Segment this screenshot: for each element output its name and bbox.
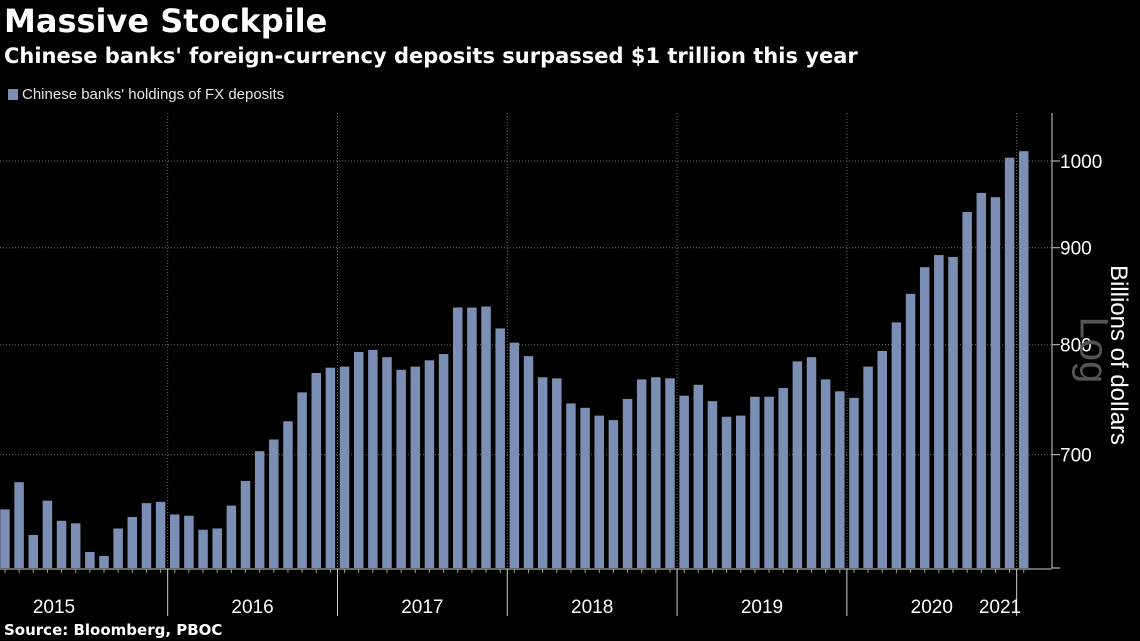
bar [849, 397, 859, 568]
bar [509, 342, 520, 568]
bar [113, 528, 123, 568]
bar [806, 357, 817, 568]
bar [948, 256, 958, 568]
bar [792, 361, 803, 568]
bar [919, 267, 930, 568]
bar [495, 328, 505, 568]
bar [170, 514, 180, 568]
bar [962, 211, 972, 568]
bar [85, 551, 95, 568]
bar [976, 192, 987, 569]
bar [665, 378, 675, 568]
bar [481, 306, 491, 568]
bar [1004, 157, 1015, 568]
bar [382, 357, 392, 568]
bar [764, 396, 774, 568]
legend: Chinese banks' holdings of FX deposits [8, 86, 284, 103]
bar [368, 349, 378, 568]
bar [877, 350, 887, 568]
bar [424, 360, 435, 568]
bar [438, 354, 449, 568]
bar [410, 366, 421, 568]
bar [891, 322, 902, 568]
x-tick-label: 2018 [571, 597, 613, 618]
bar [537, 377, 548, 568]
y-tick-label: 1000 [1060, 152, 1102, 173]
bar [934, 255, 944, 569]
bar [99, 555, 109, 568]
x-tick-label: 2015 [33, 597, 75, 618]
y-tick-label: 700 [1060, 446, 1092, 467]
bar [778, 388, 788, 568]
bar [679, 395, 689, 568]
bar [155, 501, 166, 568]
legend-swatch [8, 89, 18, 100]
bar [198, 529, 208, 568]
bar [212, 528, 222, 568]
chart-subtitle: Chinese banks' foreign-currency deposits… [4, 44, 858, 68]
bar [254, 451, 265, 568]
bar [283, 421, 293, 568]
bar [580, 407, 590, 568]
bar [721, 416, 732, 568]
bar [28, 534, 38, 568]
y-tick-label: 800 [1060, 336, 1092, 357]
bar [297, 392, 307, 568]
bar [905, 293, 916, 568]
bar [566, 403, 576, 568]
bar [127, 516, 138, 568]
legend-label: Chinese banks' holdings of FX deposits [22, 86, 285, 103]
bar [835, 391, 845, 568]
bar [1019, 151, 1029, 568]
bar [42, 500, 53, 568]
bar [636, 379, 647, 568]
bar [269, 439, 279, 568]
bar [693, 384, 704, 568]
bar [396, 369, 406, 568]
chart-title: Massive Stockpile [4, 2, 328, 40]
bar [0, 509, 10, 568]
bar [707, 401, 718, 568]
y-axis-label: Billions of dollars [1105, 264, 1132, 446]
x-tick-label: 2019 [741, 597, 783, 618]
bar [863, 366, 873, 568]
bar [141, 503, 152, 568]
x-tick-label: 2017 [401, 597, 443, 618]
bar [990, 197, 1001, 569]
bar [453, 307, 463, 568]
x-tick-label: 2016 [231, 597, 273, 618]
bar [56, 520, 67, 568]
bar [467, 307, 477, 568]
x-tick-label: 2020 [911, 597, 953, 618]
bar [70, 523, 81, 568]
bar [353, 351, 364, 568]
bar [622, 398, 633, 568]
bar [820, 379, 831, 568]
bar [325, 367, 336, 568]
bar [339, 366, 350, 568]
bar [736, 415, 746, 568]
bar [608, 420, 619, 568]
bar [750, 396, 760, 568]
bar [226, 505, 237, 568]
y-tick-label: 900 [1060, 239, 1092, 260]
bar [311, 372, 321, 568]
bar [184, 515, 194, 568]
bar [594, 415, 604, 568]
bar [552, 378, 562, 568]
bar [14, 482, 24, 568]
source-note: Source: Bloomberg, PBOC [4, 621, 223, 639]
bar [523, 356, 534, 568]
bar [651, 377, 661, 568]
x-tick-label: 2021 [979, 597, 1021, 618]
bar [240, 480, 251, 568]
